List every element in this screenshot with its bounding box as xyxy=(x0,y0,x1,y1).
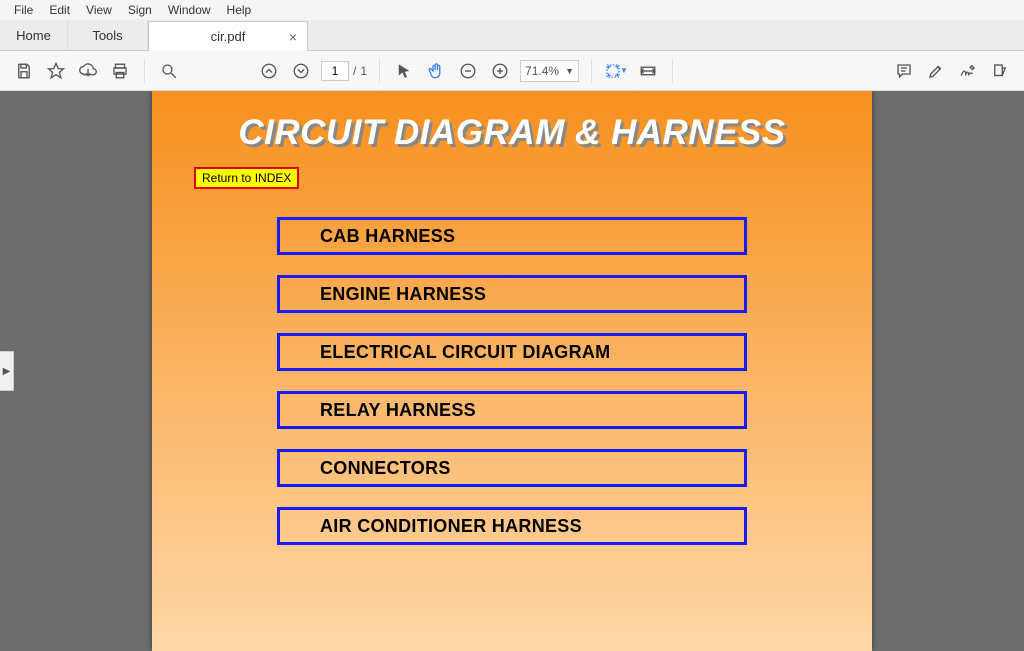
more-tools-icon[interactable] xyxy=(988,59,1012,83)
sign-icon[interactable] xyxy=(956,59,980,83)
menu-item-cab-harness[interactable]: CAB HARNESS xyxy=(277,217,747,255)
tab-home[interactable]: Home xyxy=(0,20,68,50)
separator xyxy=(591,59,592,83)
menu-file[interactable]: File xyxy=(6,1,41,19)
tab-document[interactable]: cir.pdf × xyxy=(148,21,308,51)
zoom-in-icon[interactable] xyxy=(488,59,512,83)
fit-page-icon[interactable]: ▼ xyxy=(604,59,628,83)
highlight-icon[interactable] xyxy=(924,59,948,83)
save-icon[interactable] xyxy=(12,59,36,83)
star-icon[interactable] xyxy=(44,59,68,83)
menu-edit[interactable]: Edit xyxy=(41,1,78,19)
page-down-icon[interactable] xyxy=(289,59,313,83)
menu-help[interactable]: Help xyxy=(219,1,260,19)
content-area: ▶ CIRCUIT DIAGRAM & HARNESS Return to IN… xyxy=(0,91,1024,651)
menu-view[interactable]: View xyxy=(78,1,120,19)
side-panel-toggle[interactable]: ▶ xyxy=(0,351,14,391)
page-indicator: / 1 xyxy=(321,61,367,81)
page-current-input[interactable] xyxy=(321,61,349,81)
separator xyxy=(144,59,145,83)
return-to-index-button[interactable]: Return to INDEX xyxy=(194,167,299,189)
tab-tools[interactable]: Tools xyxy=(68,20,148,50)
menu-item-electrical-circuit[interactable]: ELECTRICAL CIRCUIT DIAGRAM xyxy=(277,333,747,371)
separator xyxy=(379,59,380,83)
find-icon[interactable] xyxy=(157,59,181,83)
separator xyxy=(672,59,673,83)
menu-item-engine-harness[interactable]: ENGINE HARNESS xyxy=(277,275,747,313)
app-menubar: File Edit View Sign Window Help xyxy=(0,0,1024,20)
doc-title: CIRCUIT DIAGRAM & HARNESS xyxy=(162,113,862,153)
zoom-out-icon[interactable] xyxy=(456,59,480,83)
menu-item-connectors[interactable]: CONNECTORS xyxy=(277,449,747,487)
menu-item-relay-harness[interactable]: RELAY HARNESS xyxy=(277,391,747,429)
fit-width-icon[interactable] xyxy=(636,59,660,83)
zoom-value: 71.4% xyxy=(525,64,559,78)
page-sep: / xyxy=(353,64,356,78)
cloud-icon[interactable] xyxy=(76,59,100,83)
tab-bar: Home Tools cir.pdf × xyxy=(0,20,1024,51)
hand-tool-icon[interactable] xyxy=(424,59,448,83)
chevron-down-icon: ▼ xyxy=(565,66,574,76)
page-total: 1 xyxy=(360,64,367,78)
comment-icon[interactable] xyxy=(892,59,916,83)
tab-document-label: cir.pdf xyxy=(211,29,246,44)
menu-list: CAB HARNESS ENGINE HARNESS ELECTRICAL CI… xyxy=(277,217,747,545)
toolbar: / 1 71.4% ▼ ▼ xyxy=(0,51,1024,91)
zoom-select[interactable]: 71.4% ▼ xyxy=(520,60,579,82)
menu-sign[interactable]: Sign xyxy=(120,1,160,19)
print-icon[interactable] xyxy=(108,59,132,83)
select-arrow-icon[interactable] xyxy=(392,59,416,83)
page-up-icon[interactable] xyxy=(257,59,281,83)
pdf-page: CIRCUIT DIAGRAM & HARNESS Return to INDE… xyxy=(152,91,872,651)
menu-window[interactable]: Window xyxy=(160,1,219,19)
tab-close-icon[interactable]: × xyxy=(289,29,297,45)
menu-item-ac-harness[interactable]: AIR CONDITIONER HARNESS xyxy=(277,507,747,545)
